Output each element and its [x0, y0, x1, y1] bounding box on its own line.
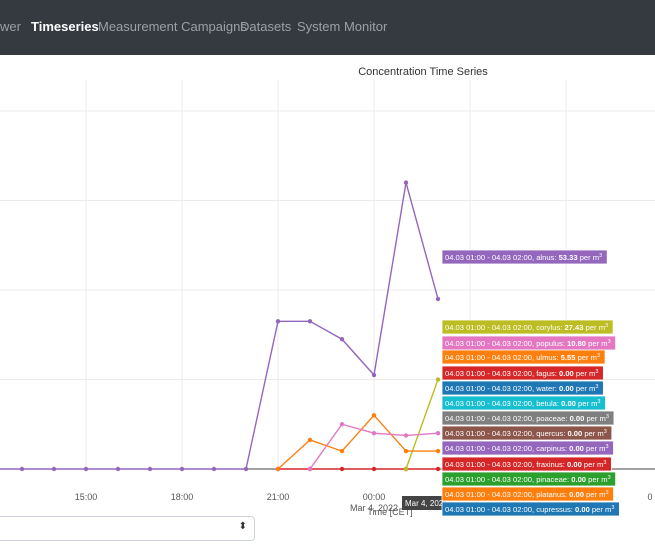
data-point-ulmus[interactable]	[435, 448, 441, 454]
svg-text:04.03 01:00 - 04.03 02:00, que: 04.03 01:00 - 04.03 02:00, quercus: 0.00…	[445, 429, 607, 438]
svg-text:04.03 01:00 - 04.03 02:00, car: 04.03 01:00 - 04.03 02:00, carpinus: 0.0…	[445, 444, 609, 453]
hover-label-poaceae: 04.03 01:00 - 04.03 02:00, poaceae: 0.00…	[441, 410, 615, 426]
data-point-alnus[interactable]	[339, 337, 345, 342]
data-point-alnus[interactable]	[403, 180, 409, 185]
hover-label-platanus: 04.03 01:00 - 04.03 02:00, platanus: 0.0…	[441, 486, 614, 502]
data-point-populus[interactable]	[403, 433, 409, 438]
svg-text:04.03 01:00 - 04.03 02:00, pin: 04.03 01:00 - 04.03 02:00, pinaceae: 0.0…	[445, 475, 611, 484]
svg-text:04.03 01:00 - 04.03 02:00, cor: 04.03 01:00 - 04.03 02:00, corylus: 27.4…	[445, 323, 608, 332]
data-point-fagus[interactable]	[371, 466, 377, 472]
svg-text:04.03 01:00 - 04.03 02:00, wat: 04.03 01:00 - 04.03 02:00, water: 0.00 p…	[445, 384, 598, 393]
data-point-alnus[interactable]	[307, 319, 313, 324]
data-point-ulmus[interactable]	[339, 448, 345, 454]
data-point-fagus[interactable]	[339, 466, 345, 472]
top-navbar: wer Timeseries Measurement Campaigns Dat…	[0, 0, 655, 55]
data-point-populus[interactable]	[339, 422, 345, 427]
svg-text:04.03 01:00 - 04.03 02:00, fag: 04.03 01:00 - 04.03 02:00, fagus: 0.00 p…	[445, 369, 598, 378]
series-line-corylus	[405, 379, 439, 470]
nav-item-measurement-campaigns[interactable]: Measurement Campaigns	[98, 19, 247, 34]
svg-text:04.03 01:00 - 04.03 02:00, bet: 04.03 01:00 - 04.03 02:00, betula: 0.00 …	[445, 399, 600, 408]
data-point-fagus[interactable]	[435, 466, 441, 472]
hover-label-fagus: 04.03 01:00 - 04.03 02:00, fagus: 0.00 p…	[441, 365, 604, 381]
x-tick-label: 15:00	[75, 492, 98, 502]
hover-label-betula: 04.03 01:00 - 04.03 02:00, betula: 0.00 …	[441, 395, 606, 411]
hover-label-ulmus: 04.03 01:00 - 04.03 02:00, ulmus: 5.55 p…	[441, 349, 606, 365]
svg-text:04.03 01:00 - 04.03 02:00, ulm: 04.03 01:00 - 04.03 02:00, ulmus: 5.55 p…	[445, 353, 600, 362]
data-point-alnus[interactable]	[51, 466, 57, 472]
hover-label-quercus: 04.03 01:00 - 04.03 02:00, quercus: 0.00…	[441, 425, 613, 441]
hover-label-populus: 04.03 01:00 - 04.03 02:00, populus: 10.8…	[441, 335, 617, 351]
svg-text:04.03 01:00 - 04.03 02:00, poa: 04.03 01:00 - 04.03 02:00, poaceae: 0.00…	[445, 414, 609, 423]
nav-item-system-monitor[interactable]: System Monitor	[297, 19, 388, 34]
data-point-alnus[interactable]	[115, 466, 121, 472]
data-point-alnus[interactable]	[211, 466, 217, 472]
data-point-alnus[interactable]	[275, 319, 281, 324]
data-point-ulmus[interactable]	[307, 437, 313, 443]
data-point-alnus[interactable]	[147, 466, 153, 472]
nav-item-viewer[interactable]: wer	[0, 19, 21, 34]
data-point-alnus[interactable]	[243, 466, 249, 472]
chart-title: Concentration Time Series	[358, 66, 488, 78]
crosshair-label: Mar 4, 2022	[402, 496, 448, 510]
nav-item-datasets[interactable]: Datasets	[240, 19, 292, 34]
data-point-populus[interactable]	[307, 466, 313, 472]
data-point-ulmus[interactable]	[403, 448, 409, 454]
svg-text:04.03 01:00 - 04.03 02:00, pla: 04.03 01:00 - 04.03 02:00, platanus: 0.0…	[445, 490, 609, 499]
hover-label-carpinus: 04.03 01:00 - 04.03 02:00, carpinus: 0.0…	[441, 440, 614, 456]
x-tick-label: 00:00	[363, 492, 386, 502]
up-down-chevron-icon: ⬍	[238, 521, 247, 532]
hover-label-corylus: 04.03 01:00 - 04.03 02:00, corylus: 27.4…	[441, 319, 614, 335]
data-point-corylus[interactable]	[435, 377, 441, 382]
hover-label-pinaceae: 04.03 01:00 - 04.03 02:00, pinaceae: 0.0…	[441, 471, 617, 487]
series-line-ulmus	[277, 414, 438, 470]
data-point-ulmus[interactable]	[371, 413, 377, 418]
svg-text:04.03 01:00 - 04.03 02:00, cup: 04.03 01:00 - 04.03 02:00, cupressus: 0.…	[445, 505, 614, 514]
x-tick-label: Mar 4, 2022	[350, 503, 398, 513]
hover-label-cupressus: 04.03 01:00 - 04.03 02:00, cupressus: 0.…	[441, 501, 620, 517]
nav-item-timeseries[interactable]: Timeseries	[31, 19, 99, 34]
data-point-ulmus[interactable]	[275, 466, 281, 472]
data-point-alnus[interactable]	[435, 296, 441, 302]
x-tick-label: 21:00	[267, 492, 290, 502]
series-line-alnus	[0, 182, 439, 470]
data-point-alnus[interactable]	[371, 372, 377, 378]
data-point-corylus[interactable]	[403, 466, 409, 472]
hover-label-fraxinus: 04.03 01:00 - 04.03 02:00, fraxinus: 0.0…	[441, 456, 612, 472]
series-select[interactable]: ⬍	[0, 516, 255, 541]
svg-text:Mar 4, 2022: Mar 4, 2022	[405, 499, 448, 508]
data-point-populus[interactable]	[435, 431, 441, 436]
svg-text:04.03 01:00 - 04.03 02:00, pop: 04.03 01:00 - 04.03 02:00, populus: 10.8…	[445, 339, 611, 348]
x-axis-title: Time [CET]	[367, 507, 412, 517]
data-point-alnus[interactable]	[19, 466, 25, 472]
data-point-alnus[interactable]	[179, 466, 185, 472]
data-point-alnus[interactable]	[83, 466, 89, 472]
hover-label-alnus: 04.03 01:00 - 04.03 02:00, alnus: 53.33 …	[441, 249, 608, 265]
x-tick-label: 18:00	[171, 492, 194, 502]
svg-text:04.03 01:00 - 04.03 02:00, aln: 04.03 01:00 - 04.03 02:00, alnus: 53.33 …	[445, 253, 602, 262]
data-point-populus[interactable]	[371, 431, 377, 436]
hover-label-water: 04.03 01:00 - 04.03 02:00, water: 0.00 p…	[441, 380, 604, 396]
x-tick-label: 0	[647, 492, 652, 502]
svg-text:04.03 01:00 - 04.03 02:00, fra: 04.03 01:00 - 04.03 02:00, fraxinus: 0.0…	[445, 460, 606, 469]
